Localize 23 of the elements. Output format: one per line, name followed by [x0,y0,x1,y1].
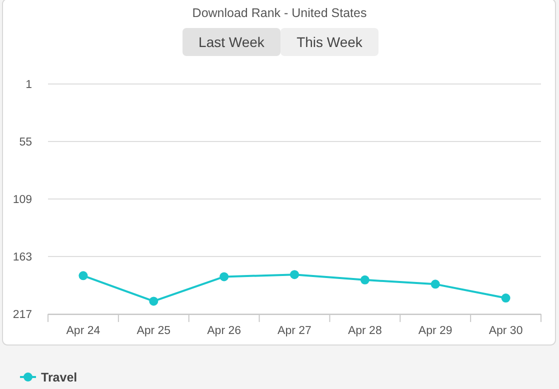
y-tick-label: 109 [12,194,32,206]
text: Last Week [198,34,266,50]
x-tick-label: Apr 27 [278,325,312,337]
point [430,280,440,289]
x-tick-label: Apr 26 [207,325,242,337]
x-tick-label: Apr 30 [488,325,523,337]
point [220,272,229,282]
y-tick-label: 163 [12,252,32,264]
y-tick-label: 217 [12,309,32,321]
y-tick-label: 55 [19,136,32,148]
point [290,270,299,280]
chart-title: Download Rank - United States [192,6,367,20]
x-tick-label: Apr 29 [418,325,452,337]
x-tick-label: Apr 28 [348,325,382,337]
y-tick-label: 1 [26,79,32,91]
legend-label: Travel [41,370,78,384]
point [501,294,510,303]
point [360,275,370,284]
x-tick-label: Apr 25 [136,325,171,337]
x-tick-label: Apr 24 [66,325,101,337]
point [149,296,158,306]
text: This Week [296,34,364,50]
point [78,271,88,280]
